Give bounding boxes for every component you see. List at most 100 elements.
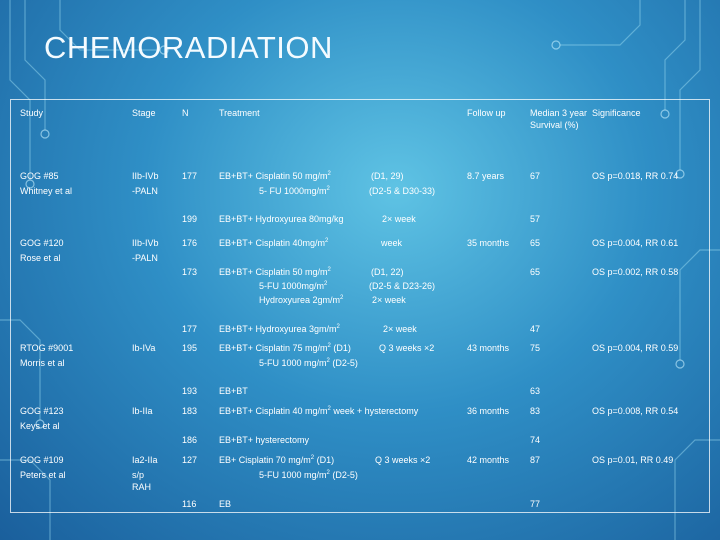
treatment-text: EB	[219, 499, 232, 509]
n-value: 193	[182, 386, 198, 396]
treatment-text: EB+BT+ Cisplatin 50 mg/m	[219, 171, 328, 181]
study-name: GOG #85	[20, 171, 59, 181]
superscript: 2	[340, 295, 344, 301]
treatment-day: (D2-5)	[332, 470, 358, 480]
superscript: 2	[327, 267, 331, 273]
schedule-text: (D1, 29)	[371, 171, 404, 181]
median-value: 67	[530, 171, 541, 181]
significance-value: OS p=0.004, RR 0.61	[592, 238, 679, 248]
superscript: 2	[327, 343, 331, 349]
superscript: 2	[327, 171, 331, 177]
superscript: 2	[326, 186, 330, 192]
treatment-line: EB+BT+ Cisplatin 50 mg/m2	[219, 266, 331, 278]
median-value: 57	[530, 214, 541, 224]
treatment-text: EB+BT+ Cisplatin 40 mg/m	[219, 406, 328, 416]
header-median-survival: Median 3 year Survival (%)	[530, 108, 588, 130]
n-value: 177	[182, 324, 198, 334]
follow-up-value: 8.7 years	[467, 171, 505, 181]
schedule-text: 2× week	[382, 214, 416, 224]
schedule-text: (D2-5 & D30-33)	[369, 186, 436, 196]
n-value: 183	[182, 406, 198, 416]
significance-value: OS p=0.002, RR 0.58	[592, 267, 679, 277]
median-value: 63	[530, 386, 541, 396]
follow-up-value: 35 months	[467, 238, 510, 248]
slide-title: CHEMORADIATION	[44, 30, 333, 65]
study-name: GOG #123	[20, 406, 64, 416]
treatment-text: EB+BT+ Cisplatin 75 mg/m	[219, 343, 328, 353]
treatment-day: (D2-5)	[332, 358, 358, 368]
header-n: N	[182, 108, 189, 118]
median-value: 83	[530, 406, 541, 416]
stage-value: IIb-IVb	[132, 238, 159, 248]
header-study: Study	[20, 108, 44, 118]
treatment-line: EB+BT+ Cisplatin 50 mg/m2	[219, 170, 331, 182]
treatment-line: EB+BT+ Hydroxyurea 3gm/m2	[219, 323, 340, 335]
significance-value: OS p=0.018, RR 0.74	[592, 171, 679, 181]
significance-value: OS p=0.004, RR 0.59	[592, 343, 679, 353]
median-value: 65	[530, 267, 541, 277]
treatment-text: EB+ Cisplatin 70 mg/m	[219, 455, 311, 465]
study-name: RTOG #9001	[20, 343, 74, 353]
header-follow-up: Follow up	[467, 108, 506, 118]
n-value: 176	[182, 238, 198, 248]
treatment-line: 5-FU 1000mg/m2	[259, 280, 327, 292]
treatment-line: EB+ Cisplatin 70 mg/m2 (D1)	[219, 454, 334, 466]
schedule-text: 2× week	[383, 324, 417, 334]
header-stage: Stage	[132, 108, 156, 118]
treatment-text: Hydroxyurea 2gm/m	[259, 295, 341, 305]
follow-up-value: 42 months	[467, 455, 510, 465]
median-value: 87	[530, 455, 541, 465]
median-value: 47	[530, 324, 541, 334]
treatment-line: 5-FU 1000 mg/m2 (D2-5)	[259, 357, 358, 369]
study-name: GOG #120	[20, 238, 64, 248]
study-name: GOG #109	[20, 455, 64, 465]
study-author: Morris et al	[20, 358, 65, 368]
schedule-text: (D2-5 & D23-26)	[369, 281, 436, 291]
treatment-text: 5- FU 1000mg/m	[259, 186, 327, 196]
superscript: 2	[324, 281, 328, 287]
superscript: 2	[310, 455, 315, 461]
treatment-line: 5- FU 1000mg/m2	[259, 185, 330, 197]
treatment-day: (D1)	[316, 455, 335, 465]
header-significance: Significance	[592, 108, 641, 118]
stage-value: -PALN	[132, 186, 158, 196]
treatment-text: EB+BT+ Cisplatin 50 mg/m	[219, 267, 328, 277]
treatment-text-cont: week + hysterectomy	[333, 406, 419, 416]
treatment-line: Hydroxyurea 2gm/m2	[259, 294, 343, 306]
stage-value: IIb-IVb	[132, 171, 159, 181]
treatment-text: EB+BT+ Hydroxyurea 80mg/kg	[219, 214, 344, 224]
study-author: Whitney et al	[20, 186, 73, 196]
superscript: 2	[336, 324, 340, 330]
treatment-text: 5-FU 1000mg/m	[259, 281, 325, 291]
treatment-line: EB+BT+ Cisplatin 40 mg/m2 week + hystere…	[219, 405, 418, 417]
n-value: 116	[182, 499, 197, 509]
median-value: 75	[530, 343, 541, 353]
schedule-text: week	[381, 238, 403, 248]
chemoradiation-table: Study Stage N Treatment Follow up Median…	[10, 99, 710, 513]
stage-value: s/p	[132, 470, 145, 480]
schedule-text: (D1, 22)	[371, 267, 404, 277]
median-value: 65	[530, 238, 541, 248]
n-value: 199	[182, 214, 198, 224]
median-value: 74	[530, 435, 541, 445]
n-value: 127	[182, 455, 198, 465]
superscript: 2	[326, 358, 330, 364]
schedule-text: Q 3 weeks ×2	[379, 343, 435, 353]
treatment-line: 5-FU 1000 mg/m2 (D2-5)	[259, 469, 358, 481]
stage-value: Ib-IIa	[132, 406, 153, 416]
treatment-text: 5-FU 1000 mg/m	[259, 358, 327, 368]
n-value: 177	[182, 171, 198, 181]
treatment-line: EB+BT+ Cisplatin 40mg/m2	[219, 237, 328, 249]
treatment-text: EB+BT+ Hydroxyurea 3gm/m	[219, 324, 337, 334]
treatment-text: EB+BT	[219, 386, 248, 396]
follow-up-value: 36 months	[467, 406, 510, 416]
treatment-text: EB+BT+ hysterectomy	[219, 435, 310, 445]
n-value: 195	[182, 343, 198, 353]
superscript: 2	[325, 238, 329, 244]
header-treatment: Treatment	[219, 108, 260, 118]
stage-value: Ib-IVa	[132, 343, 156, 353]
treatment-line: EB+BT+ Cisplatin 75 mg/m2 (D1)	[219, 342, 351, 354]
study-author: Keys et al	[20, 421, 60, 431]
n-value: 173	[182, 267, 198, 277]
